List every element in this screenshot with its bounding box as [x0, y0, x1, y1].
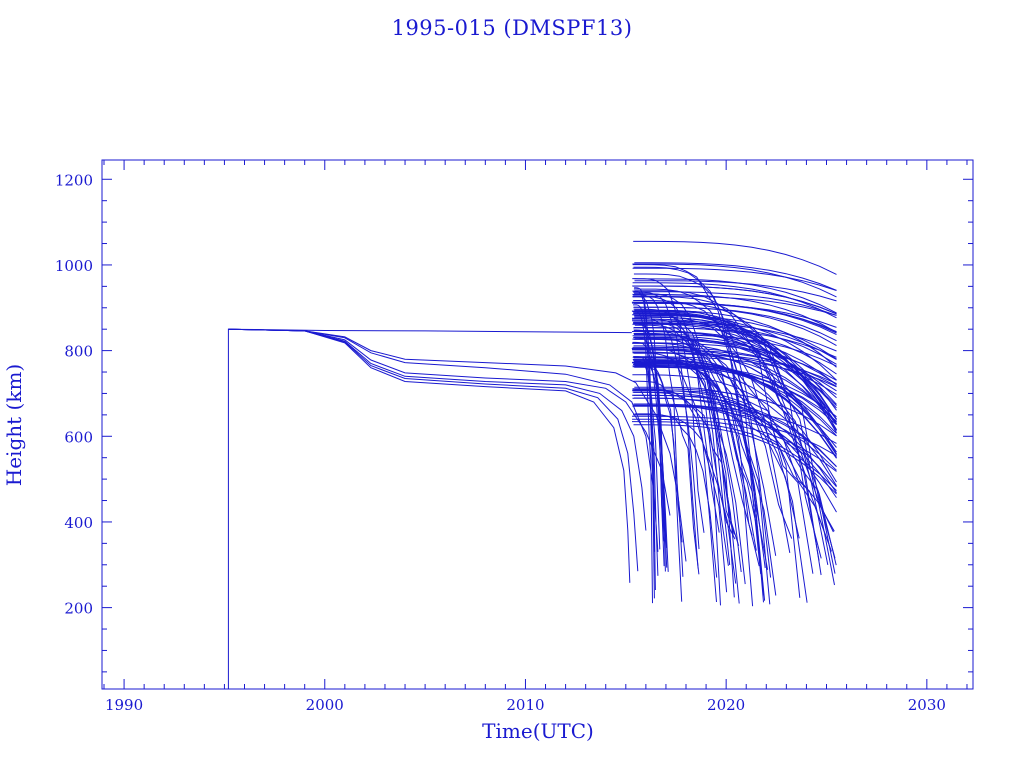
fragment-line	[633, 414, 737, 584]
fragment-line	[633, 323, 837, 424]
fragment-line	[632, 418, 837, 472]
x-tick-label: 2000	[306, 696, 344, 714]
fragment-line	[633, 424, 837, 495]
debris-line	[228, 328, 687, 562]
fragment-line	[633, 322, 837, 352]
debris-line	[228, 328, 647, 531]
x-tick-label: 1990	[105, 696, 143, 714]
fragment-line	[632, 320, 837, 360]
fragment-line	[634, 337, 754, 607]
debris-line	[228, 328, 671, 516]
parent-orbit-line	[227, 328, 632, 689]
fragment-line	[632, 391, 837, 513]
fragment-line	[633, 300, 777, 556]
fragment-line	[632, 317, 700, 550]
fragment-line	[632, 293, 837, 333]
fragment-line	[631, 301, 837, 336]
fragment-line	[634, 323, 837, 365]
fragment-line	[633, 266, 766, 601]
fragment-line	[632, 374, 837, 487]
fragment-line	[633, 285, 837, 315]
y-tick-label: 600	[64, 428, 93, 446]
x-axis-label: Time(UTC)	[482, 719, 594, 743]
fragment-line	[632, 352, 837, 385]
fragment-line	[633, 291, 837, 316]
fragment-line	[631, 421, 837, 491]
plot-frame	[101, 159, 974, 690]
fragment-line	[633, 308, 720, 533]
y-tick-label: 1200	[55, 171, 93, 189]
fragment-line	[632, 263, 837, 298]
plot-lines	[227, 240, 837, 689]
fragment-line	[633, 334, 837, 367]
fragment-line	[633, 291, 699, 569]
fragment-line	[634, 306, 837, 342]
fragment-line	[631, 415, 837, 457]
fragment-line	[634, 262, 837, 291]
y-tick-label: 1000	[55, 257, 93, 275]
debris-line	[228, 328, 659, 552]
fragment-line	[633, 338, 837, 407]
x-tick-label: 2030	[908, 696, 946, 714]
fragment-line	[634, 388, 728, 593]
debris-line	[228, 328, 631, 583]
fragment-line	[632, 346, 837, 392]
debris-line	[228, 328, 639, 572]
x-tick-label: 2010	[506, 696, 544, 714]
fragment-line	[634, 293, 731, 566]
fragment-line	[634, 316, 837, 411]
fragment-line	[633, 397, 837, 498]
y-tick-label: 800	[64, 343, 93, 361]
fragment-line	[632, 282, 837, 319]
fragment-line	[632, 405, 827, 536]
chart-title: 1995-015 (DMSPF13)	[391, 16, 633, 40]
axes: 1990 2000 2010 2020 2030 200 400 600 800 1000 1200	[55, 159, 974, 714]
fragment-line	[632, 341, 665, 542]
fragment-line	[633, 322, 829, 565]
fragment-line	[634, 278, 837, 314]
fragment-line	[634, 386, 835, 586]
y-axis-label: Height (km)	[2, 364, 26, 486]
fragment-line	[632, 310, 653, 604]
fragment-line	[633, 394, 832, 552]
y-tick-label: 400	[64, 514, 93, 532]
fragment-line	[633, 240, 837, 275]
y-tick-label: 200	[64, 600, 93, 618]
fragment-line	[634, 365, 837, 426]
fragment-line	[634, 360, 837, 459]
fragment-line	[631, 310, 834, 533]
fragment-line	[634, 309, 820, 561]
x-tick-label: 2020	[707, 696, 745, 714]
fragment-line	[634, 348, 740, 546]
